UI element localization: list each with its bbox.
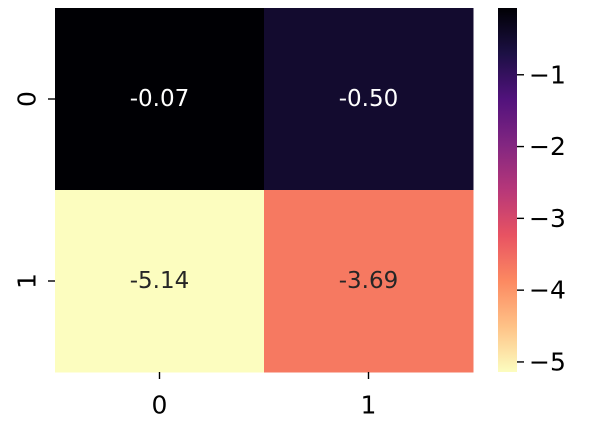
y-axis: 01 xyxy=(13,91,55,289)
heatmap-cell-r1-c1 xyxy=(264,190,474,373)
heatmap-cell-r0-c0 xyxy=(55,8,265,191)
y-tick-label-1: 1 xyxy=(13,273,42,289)
colorbar-tick-label-3: −4 xyxy=(529,276,566,305)
colorbar-axis: −1 −2 −3 −4 −5 xyxy=(517,60,566,376)
heatmap-cell-label-r1-c0: -5.14 xyxy=(130,268,190,294)
heatmap-cells xyxy=(55,8,474,373)
heatmap-cell-r0-c1 xyxy=(264,8,474,191)
heatmap-cell-label-r0-c1: -0.50 xyxy=(339,86,399,112)
colorbar-gradient xyxy=(498,8,517,372)
colorbar-tick-label-0: −1 xyxy=(529,60,566,89)
heatmap-cell-r1-c0 xyxy=(55,190,265,373)
y-tick-label-0: 0 xyxy=(13,91,42,107)
heatmap-cell-labels: -0.07 -0.50 -5.14 -3.69 xyxy=(130,86,399,294)
colorbar xyxy=(498,8,517,372)
colorbar-tick-label-4: −5 xyxy=(529,347,566,376)
colorbar-tick-label-1: −2 xyxy=(529,132,566,161)
x-tick-label-0: 0 xyxy=(152,391,168,420)
colorbar-tick-label-2: −3 xyxy=(529,204,566,233)
x-tick-label-1: 1 xyxy=(361,391,377,420)
heatmap-cell-label-r0-c0: -0.07 xyxy=(130,86,190,112)
heatmap-cell-label-r1-c1: -3.69 xyxy=(339,268,399,294)
